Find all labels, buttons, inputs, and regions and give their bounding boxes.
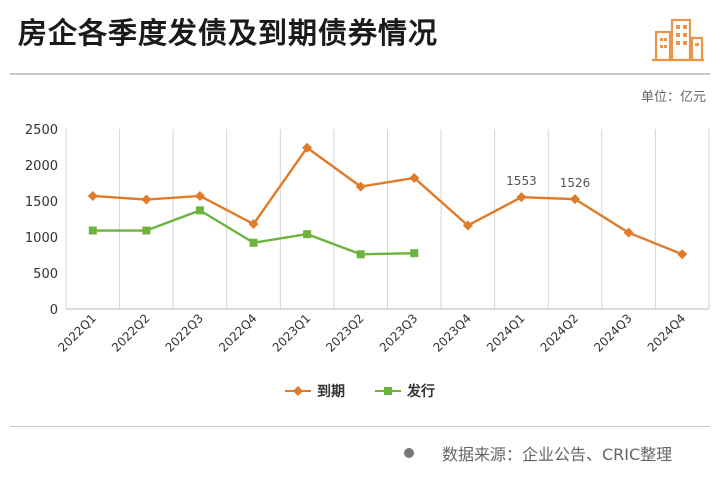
x-tick-label: 2023Q2 [323, 311, 367, 355]
x-tick-label: 2024Q1 [484, 311, 528, 355]
data-point-diamond [409, 172, 420, 183]
x-tick-label: 2023Q4 [430, 311, 474, 355]
data-point-diamond [623, 227, 634, 238]
building-logo-icon [652, 18, 704, 62]
y-tick-label: 0 [50, 303, 58, 318]
source-text: 数据来源：企业公告、CRIC整理 [442, 445, 673, 464]
data-point-square [195, 206, 204, 215]
x-tick-label: 2022Q3 [163, 311, 207, 355]
footer-divider [10, 426, 710, 427]
x-tick-label: 2024Q4 [645, 311, 689, 355]
data-point-diamond [194, 190, 205, 201]
y-tick-label: 1500 [25, 195, 58, 210]
x-tick-label: 2022Q2 [109, 311, 153, 355]
data-point-diamond [355, 181, 366, 192]
legend-label-maturity: 到期 [317, 384, 345, 400]
data-point-diamond [302, 142, 313, 153]
data-point-diamond [677, 249, 688, 260]
data-point-square [356, 250, 365, 259]
data-label: 1553 [506, 174, 537, 188]
x-tick-label: 2024Q3 [591, 311, 635, 355]
legend-label-issuance: 发行 [407, 384, 435, 400]
page-title: 房企各季度发债及到期债券情况 [18, 16, 439, 50]
header-divider [10, 73, 710, 75]
data-point-square [410, 249, 419, 258]
data-label: 1526 [560, 176, 591, 190]
legend-item-issuance[interactable]: 发行 [375, 381, 435, 401]
data-point-diamond [248, 219, 259, 230]
legend-item-maturity[interactable]: 到期 [285, 381, 345, 401]
series-line-1 [92, 209, 415, 256]
x-tick-label: 2024Q2 [538, 311, 582, 355]
y-tick-label: 500 [33, 267, 58, 282]
data-point-diamond [462, 220, 473, 231]
unit-label: 单位：亿元 [640, 90, 706, 105]
dot-icon [404, 448, 414, 458]
square-marker-icon [375, 387, 401, 395]
data-point-diamond [141, 194, 152, 205]
data-point-diamond [516, 192, 527, 203]
data-point-square [88, 226, 97, 235]
y-tick-label: 2000 [25, 159, 58, 174]
source-note: 数据来源：企业公告、CRIC整理 [404, 441, 672, 465]
data-point-diamond [570, 194, 581, 205]
y-tick-label: 2500 [25, 123, 58, 138]
x-tick-label: 2022Q1 [55, 311, 99, 355]
data-point-diamond [87, 190, 98, 201]
x-tick-label: 2023Q1 [270, 311, 314, 355]
data-point-square [303, 230, 312, 239]
y-tick-label: 1000 [25, 231, 58, 246]
series-line-0 [92, 146, 683, 256]
diamond-marker-icon [285, 386, 311, 396]
chart-legend: 到期 发行 [0, 381, 720, 401]
data-point-square [142, 226, 151, 235]
data-point-square [249, 238, 258, 247]
x-tick-label: 2023Q3 [377, 311, 421, 355]
x-tick-label: 2022Q4 [216, 311, 260, 355]
